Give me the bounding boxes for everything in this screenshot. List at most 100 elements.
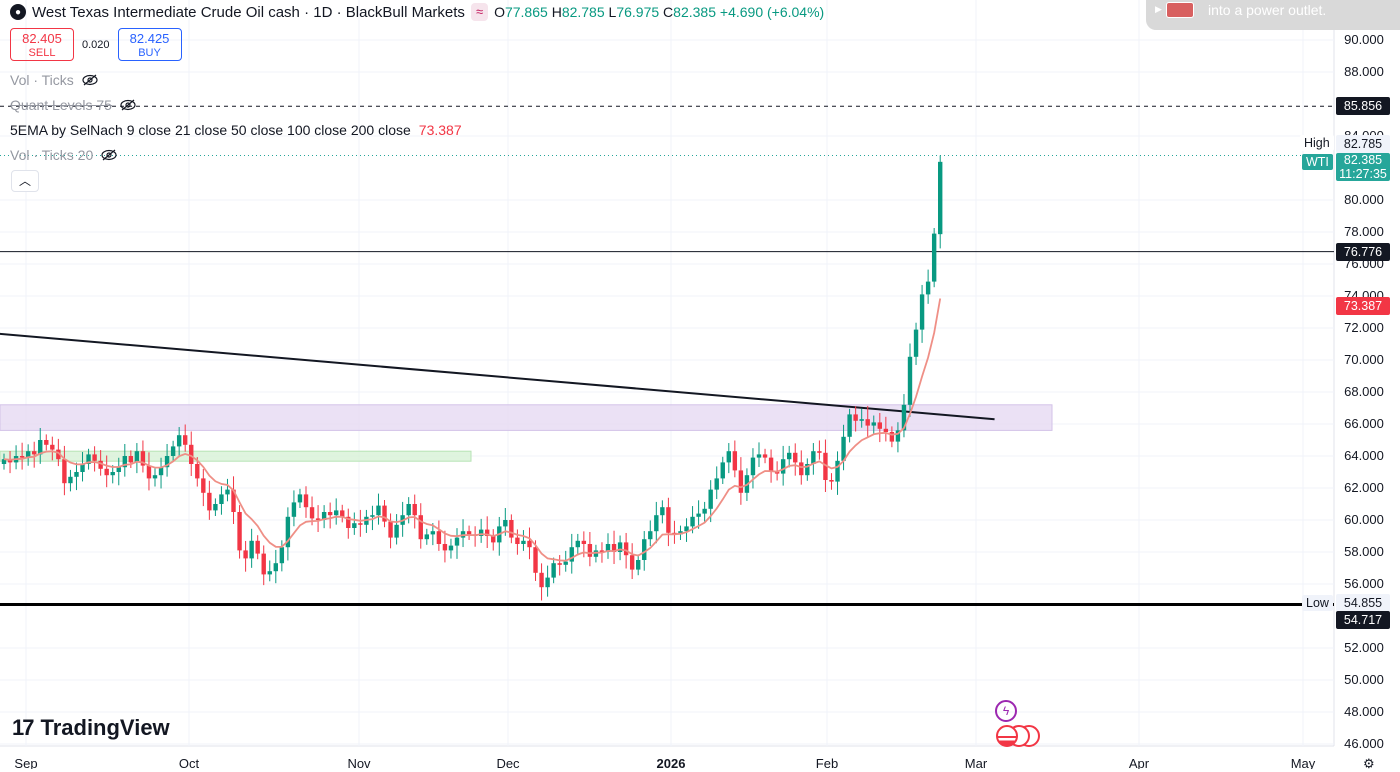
indicator-vol-ticks-20[interactable]: Vol · Ticks 20 [10, 147, 117, 163]
price-tick-label: 60.000 [1344, 512, 1384, 527]
candle-body [207, 492, 212, 511]
candle-body [176, 435, 182, 447]
candle-body [913, 329, 919, 357]
lightning-event-icon[interactable]: ϟ [995, 700, 1017, 722]
candle-body [605, 544, 611, 552]
candle-body [877, 422, 882, 429]
candle-body [340, 510, 345, 517]
candle-body [599, 550, 605, 552]
ema-9-line [3, 298, 942, 562]
price-tick-label: 48.000 [1344, 704, 1384, 719]
candle-body [237, 512, 242, 551]
indicator-5ema[interactable]: 5EMA by SelNach 9 close 21 close 50 clos… [10, 122, 462, 138]
price-tick-label: 50.000 [1344, 672, 1384, 687]
candle-body [110, 472, 115, 476]
bar-countdown: 11:27:35 [1339, 167, 1387, 181]
eye-hidden-icon[interactable] [82, 74, 98, 86]
candle-body [545, 577, 550, 588]
candle-body [799, 462, 804, 476]
collapse-legend-button[interactable]: ︿ [11, 170, 39, 192]
candle-body [436, 531, 442, 544]
indicator-vol-ticks[interactable]: Vol · Ticks [10, 72, 98, 88]
price-tick-label: 58.000 [1344, 544, 1384, 559]
candle-body [243, 550, 248, 559]
candle-body [539, 572, 544, 588]
candle-body [32, 451, 37, 455]
candle-body [1, 459, 7, 464]
candle-body [823, 452, 828, 480]
candle-body [551, 563, 556, 578]
us-flag-event-icon[interactable] [996, 725, 1018, 747]
candle-body [189, 444, 194, 464]
candle-body [787, 452, 792, 460]
price-tick-label: 88.000 [1344, 64, 1384, 79]
candle-body [146, 465, 152, 479]
candle-body [756, 454, 762, 458]
trade-panel: 82.405 SELL 0.020 82.425 BUY [10, 28, 182, 61]
candle-body [569, 547, 574, 562]
symbol-tag: WTI [1302, 154, 1333, 170]
price-tick-label: 66.000 [1344, 416, 1384, 431]
candle-body [388, 521, 393, 538]
candle-body [92, 454, 97, 461]
candle-body [255, 540, 260, 554]
settings-gear-icon[interactable]: ⚙ [1363, 756, 1375, 771]
candle-body [503, 520, 508, 527]
candle-body [346, 516, 351, 528]
candle-body [629, 555, 635, 570]
candle-body [931, 233, 937, 282]
candle-body [509, 520, 514, 538]
indicator-quant-levels[interactable]: Quant Levels 75 [10, 97, 136, 113]
candle-body [273, 563, 278, 572]
candle-body [889, 432, 895, 442]
candle-body [859, 419, 864, 421]
candle-body [485, 529, 490, 536]
eye-hidden-icon[interactable] [101, 149, 117, 161]
sell-button[interactable]: 82.405 SELL [10, 28, 74, 61]
support-tag: 54.717 [1336, 611, 1390, 629]
candle-body [327, 512, 333, 516]
tilde-flag-icon[interactable]: ≈ [470, 3, 489, 21]
symbol-title[interactable]: West Texas Intermediate Crude Oil cash ·… [32, 3, 465, 21]
ema-value: 73.387 [418, 122, 462, 138]
resistance-zone [0, 404, 1053, 431]
ohlc-values: O77.865 H82.785 L76.975 C82.385 +4.690 (… [494, 4, 825, 20]
candle-body [7, 459, 13, 463]
candle-body [370, 515, 375, 517]
candle-body [491, 536, 496, 543]
candle-body [853, 414, 858, 421]
eye-hidden-icon[interactable] [120, 99, 136, 111]
candle-body [587, 544, 593, 557]
candle-body [642, 539, 647, 560]
ema-line [3, 298, 942, 562]
play-arrow-icon: ▶ [1155, 4, 1162, 14]
candle-body [62, 459, 67, 484]
demand-zone [0, 450, 472, 462]
candle-body [291, 502, 297, 517]
candle-body [116, 467, 121, 472]
buy-button[interactable]: 82.425 BUY [117, 28, 182, 61]
candle-body [279, 547, 285, 564]
candle-body [219, 494, 224, 504]
candle-body [164, 456, 170, 468]
candle-body [321, 512, 327, 520]
chart-header: ● West Texas Intermediate Crude Oil cash… [10, 3, 824, 21]
candle-body [847, 414, 852, 437]
candle-body [871, 422, 876, 426]
candle-body [708, 489, 713, 509]
system-notification[interactable]: ▶ into a power outlet. [1146, 0, 1400, 30]
candle-body [213, 504, 218, 511]
candle-body [68, 476, 73, 484]
candle-body [231, 489, 236, 512]
candle-body [648, 531, 653, 540]
candle-body [738, 470, 744, 493]
candle-body [660, 507, 665, 516]
tradingview-logo[interactable]: 17 TradingView [12, 715, 170, 740]
candle-body [521, 540, 526, 544]
high-tag: 82.785 [1336, 135, 1390, 153]
candle-body [666, 507, 671, 533]
candle-body [805, 464, 810, 476]
price-tick-label: 72.000 [1344, 320, 1384, 335]
